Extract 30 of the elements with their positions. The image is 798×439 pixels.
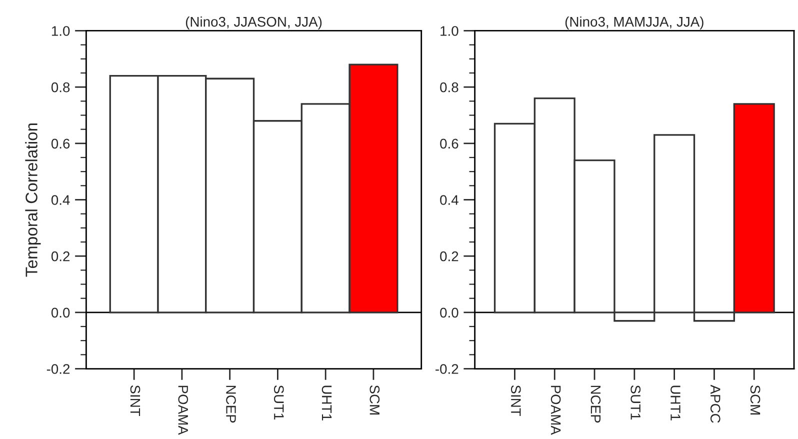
y-tick-label: 0.4 xyxy=(440,195,458,205)
chart-title: (Nino3, MAMJJA, JJA) xyxy=(565,16,704,30)
x-tick-label: NCEP xyxy=(590,386,601,423)
x-tick-label: POAMA xyxy=(550,386,561,435)
x-tick-label: UHT1 xyxy=(322,386,332,420)
x-tick-label: UHT1 xyxy=(670,386,680,420)
x-tick-label: SUT1 xyxy=(274,385,284,420)
x-tick-label: APCC xyxy=(710,384,720,423)
y-tick-label: 0.4 xyxy=(51,195,70,205)
x-tick-label: SCM xyxy=(370,385,380,414)
y-tick-label: 0.0 xyxy=(51,308,70,318)
x-tick-label: SINT xyxy=(510,385,521,416)
y-tick-label: 0.0 xyxy=(440,308,458,318)
y-tick-label: 0.6 xyxy=(51,138,70,149)
x-tick-label: SUT1 xyxy=(630,385,641,420)
y-tick-label: -0.2 xyxy=(46,364,70,374)
y-tick-label: -0.2 xyxy=(436,364,458,374)
y-tick-label: 1.0 xyxy=(52,26,70,36)
y-tick-label: 0.8 xyxy=(51,82,70,92)
chart-title: (Nino3, JJASON, JJA) xyxy=(186,16,322,30)
y-tick-label: 0.2 xyxy=(440,251,458,262)
x-tick-label: SCM xyxy=(750,385,760,414)
y-tick-label: 0.8 xyxy=(440,82,458,92)
y-axis-title: Temporal Correlation xyxy=(25,123,41,277)
y-tick-label: 0.6 xyxy=(440,138,458,149)
y-tick-label: 1.0 xyxy=(440,26,458,36)
x-tick-label: NCEP xyxy=(226,386,236,423)
x-tick-label: POAMA xyxy=(178,386,188,435)
x-tick-label: SINT xyxy=(130,385,140,416)
y-tick-label: 0.2 xyxy=(51,251,70,262)
